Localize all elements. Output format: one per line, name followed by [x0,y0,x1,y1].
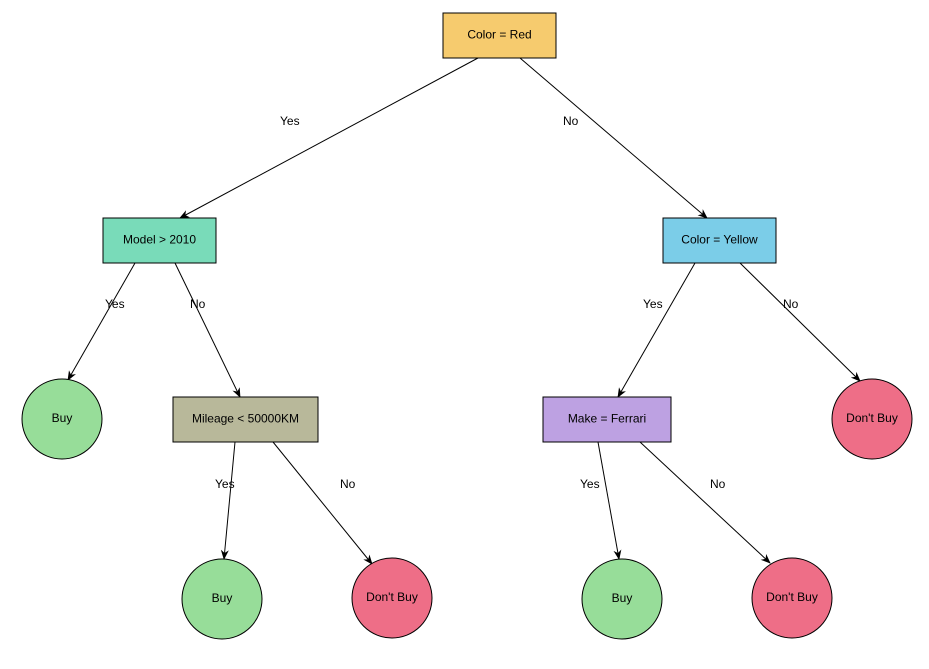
node-label: Buy [212,591,233,605]
edge [598,442,619,559]
decision-tree-diagram: Yes No Yes No Yes No Yes No Yes No Color = Red Mod… [0,0,929,669]
edges: Yes No Yes No Yes No Yes No Yes No [68,58,860,564]
edge-label: No [783,297,799,311]
edge-label: Yes [580,477,600,491]
edge [640,442,770,563]
edge [273,442,372,564]
tree-node: Buy [22,379,102,459]
tree-node: Mileage < 50000KM [173,397,318,442]
node-label: Mileage < 50000KM [192,412,299,426]
node-label: Don't Buy [846,411,898,425]
tree-node: Make = Ferrari [543,397,671,442]
node-label: Make = Ferrari [568,412,646,426]
edge [740,263,860,381]
edge-label: Yes [643,297,663,311]
edge [175,263,240,397]
edge-label: No [190,297,206,311]
tree-node: Don't Buy [832,379,912,459]
node-label: Don't Buy [366,590,418,604]
nodes: Color = Red Model > 2010 Color = Yellow Buy… [22,13,912,639]
tree-node: Color = Red [443,13,556,58]
edge [68,263,135,380]
edge-label: No [563,114,579,128]
node-label: Color = Red [467,28,531,42]
edge-label: No [710,477,726,491]
tree-node: Buy [582,559,662,639]
tree-node: Don't Buy [352,558,432,638]
edge-label: Yes [215,477,235,491]
tree-node: Buy [182,559,262,639]
edge [520,58,707,218]
edge-label: Yes [280,114,300,128]
node-label: Model > 2010 [123,233,196,247]
edge [618,263,695,397]
node-label: Buy [52,411,73,425]
node-label: Color = Yellow [681,233,758,247]
edge-label: Yes [105,297,125,311]
node-label: Don't Buy [766,590,818,604]
edge-label: No [340,477,356,491]
tree-node: Color = Yellow [663,218,776,263]
edge [224,442,235,559]
edge [180,58,478,218]
node-label: Buy [612,591,633,605]
tree-node: Don't Buy [752,558,832,638]
tree-node: Model > 2010 [103,218,216,263]
